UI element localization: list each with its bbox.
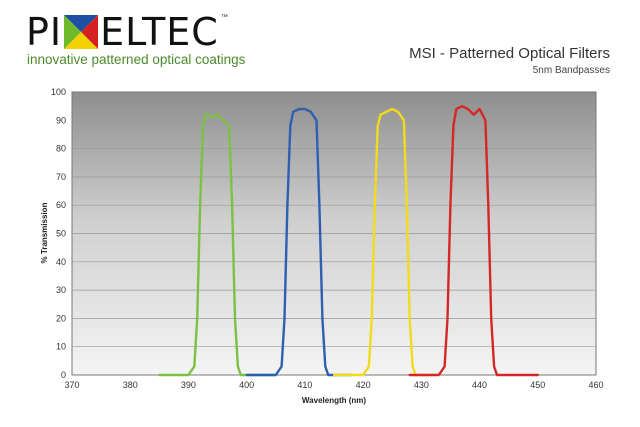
y-tick-label: 90 xyxy=(56,115,66,125)
x-tick-label: 460 xyxy=(588,380,603,390)
logo-x-left xyxy=(64,15,82,49)
logo-trademark: ™ xyxy=(220,14,228,21)
y-tick-label: 40 xyxy=(56,257,66,267)
y-tick-labels: 0 10 20 30 40 50 60 70 80 90 100 xyxy=(51,87,66,380)
series-lines xyxy=(158,104,539,377)
x-tick-label: 410 xyxy=(297,380,312,390)
series-line-1 xyxy=(158,113,277,377)
x-tick-label: 420 xyxy=(356,380,371,390)
series-line-4 xyxy=(408,104,539,377)
y-tick-label: 70 xyxy=(56,172,66,182)
y-tick-label: 10 xyxy=(56,342,66,352)
y-tick-label: 0 xyxy=(61,370,66,380)
x-tick-label: 380 xyxy=(123,380,138,390)
y-axis-title: % Transmission xyxy=(40,202,49,263)
series-line-2 xyxy=(245,107,353,377)
pixeltec-logo: PI ELTEC ™ innovative patterned optical … xyxy=(22,12,292,68)
x-tick-label: 430 xyxy=(414,380,429,390)
y-tick-label: 20 xyxy=(56,313,66,323)
x-tick-label: 400 xyxy=(239,380,254,390)
chart-subtitle: 5nm Bandpasses xyxy=(532,65,610,76)
x-tick-label: 450 xyxy=(530,380,545,390)
logo-x-top xyxy=(64,15,99,32)
chart-title: MSI - Patterned Optical Filters xyxy=(409,45,610,62)
logo-text-left: PI xyxy=(26,10,63,54)
y-tick-label: 60 xyxy=(56,200,66,210)
x-tick-labels: 370 380 390 400 410 420 430 440 450 460 xyxy=(64,380,603,390)
grid-lines xyxy=(72,119,596,348)
x-axis-title: Wavelength (nm) xyxy=(302,396,366,405)
x-tick-label: 440 xyxy=(472,380,487,390)
x-tick-label: 370 xyxy=(64,380,79,390)
x-tick-label: 390 xyxy=(181,380,196,390)
y-tick-label: 80 xyxy=(56,144,66,154)
y-tick-label: 100 xyxy=(51,87,66,97)
logo-x-bottom xyxy=(64,32,99,49)
series-line-3 xyxy=(332,107,435,377)
logo-wordmark: PI ELTEC ™ xyxy=(26,12,228,52)
logo-x-icon xyxy=(64,15,99,49)
logo-text-right: ELTEC xyxy=(100,10,219,54)
logo-tagline: innovative patterned optical coatings xyxy=(27,52,246,67)
logo-x-right xyxy=(81,15,99,49)
y-tick-label: 30 xyxy=(56,285,66,295)
y-tick-label: 50 xyxy=(56,229,66,239)
